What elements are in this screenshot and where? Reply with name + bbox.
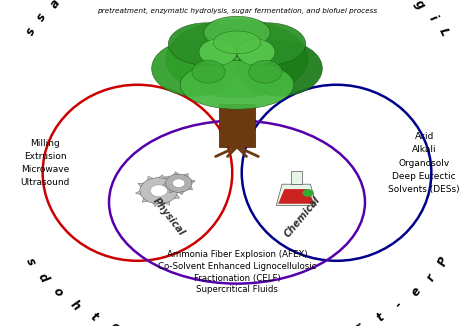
Text: g: g [411,0,427,11]
Text: a: a [47,0,63,11]
Polygon shape [137,183,144,187]
Polygon shape [191,180,195,183]
Text: e: e [108,320,122,326]
Polygon shape [170,179,175,183]
Circle shape [140,178,178,204]
Polygon shape [153,203,159,207]
Polygon shape [147,176,153,180]
Polygon shape [159,175,164,178]
Text: s: s [23,256,38,268]
Text: h: h [67,298,82,313]
Circle shape [150,185,167,197]
Text: L: L [436,25,451,38]
Polygon shape [164,177,169,180]
Text: o: o [50,285,65,299]
Text: t: t [88,310,100,324]
Polygon shape [136,191,141,195]
Text: r: r [424,272,438,283]
Text: Chemical: Chemical [283,194,322,239]
Ellipse shape [166,20,308,98]
Circle shape [165,174,192,192]
Text: P: P [436,255,451,268]
Ellipse shape [192,60,225,83]
Ellipse shape [199,39,237,65]
Ellipse shape [213,31,261,54]
Text: t: t [374,310,386,324]
Text: s: s [23,26,38,37]
Ellipse shape [237,39,275,65]
Text: Acid
Alkali
Organosolv
Deep Eutectic
Solvents (DESs): Acid Alkali Organosolv Deep Eutectic Sol… [388,132,460,194]
Polygon shape [184,173,188,177]
Bar [219,104,255,147]
Text: r: r [353,320,365,326]
Polygon shape [278,189,314,204]
Polygon shape [173,172,179,175]
Text: e: e [409,285,424,299]
Text: Physical: Physical [150,196,186,238]
Ellipse shape [168,23,244,65]
Text: m: m [61,0,79,1]
Text: Milling
Extrusion
Microwave
Ultrasound: Milling Extrusion Microwave Ultrasound [20,139,70,187]
Text: i: i [426,12,439,22]
Polygon shape [162,183,166,187]
Text: d: d [35,270,51,284]
Polygon shape [276,184,316,205]
Polygon shape [174,195,180,199]
Polygon shape [142,199,147,202]
Bar [291,171,302,184]
Ellipse shape [180,60,294,109]
Ellipse shape [249,60,282,83]
Ellipse shape [204,16,270,49]
Polygon shape [177,187,182,191]
Ellipse shape [152,41,237,96]
Text: -: - [393,299,406,312]
Ellipse shape [237,41,322,96]
Text: pretreatment, enzymatic hydrolysis, sugar fermentation, and biofuel process: pretreatment, enzymatic hydrolysis, suga… [97,8,377,14]
Text: s: s [35,11,49,24]
Text: Ammonia Fiber Explosion (AFEX)
Co-Solvent Enhanced Lignocellulosic
Fractionation: Ammonia Fiber Explosion (AFEX) Co-Solven… [158,250,316,294]
Polygon shape [164,201,170,205]
Polygon shape [169,190,173,193]
Polygon shape [188,187,193,190]
Polygon shape [179,192,184,195]
Ellipse shape [230,23,306,65]
Circle shape [173,179,185,187]
Circle shape [302,189,314,197]
